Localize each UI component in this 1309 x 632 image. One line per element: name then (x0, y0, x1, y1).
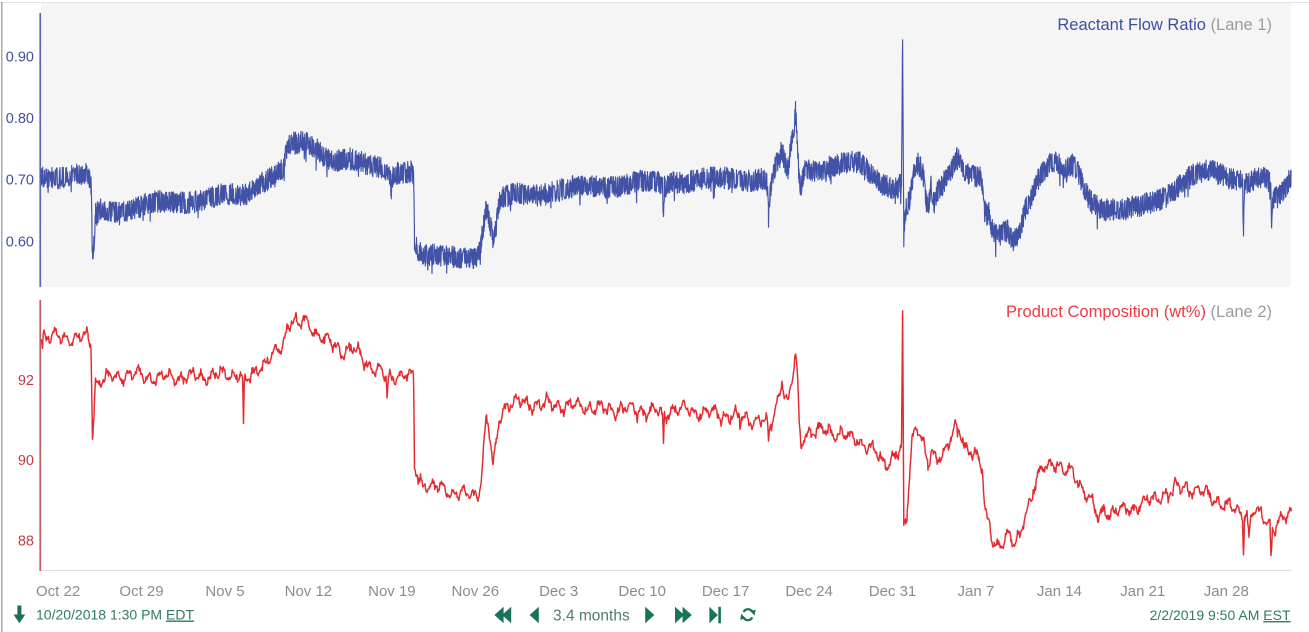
svg-text:Reactant Flow Ratio (Lane 1): Reactant Flow Ratio (Lane 1) (1057, 16, 1272, 34)
svg-text:Nov 12: Nov 12 (285, 583, 333, 600)
svg-text:Oct 22: Oct 22 (36, 583, 80, 600)
svg-text:Dec 3: Dec 3 (539, 583, 578, 600)
svg-text:Nov 19: Nov 19 (368, 583, 416, 600)
svg-text:2/2/2019 9:50 AM EST: 2/2/2019 9:50 AM EST (1150, 607, 1291, 623)
svg-text:Product Composition (wt%) (Lan: Product Composition (wt%) (Lane 2) (1006, 303, 1272, 321)
svg-text:Dec 17: Dec 17 (702, 583, 750, 600)
svg-text:Nov 26: Nov 26 (452, 583, 500, 600)
svg-text:0.80: 0.80 (6, 111, 34, 127)
svg-text:0.90: 0.90 (6, 50, 34, 66)
svg-text:Dec 31: Dec 31 (869, 583, 917, 600)
svg-text:0.60: 0.60 (6, 234, 34, 250)
svg-text:Dec 10: Dec 10 (618, 583, 666, 600)
svg-text:88: 88 (18, 533, 34, 549)
svg-text:Jan 28: Jan 28 (1204, 583, 1249, 600)
svg-text:Jan 7: Jan 7 (958, 583, 995, 600)
svg-text:92: 92 (18, 373, 34, 389)
svg-text:Dec 24: Dec 24 (785, 583, 833, 600)
svg-text:Jan 21: Jan 21 (1120, 583, 1165, 600)
svg-text:Jan 14: Jan 14 (1037, 583, 1082, 600)
svg-text:90: 90 (18, 453, 34, 469)
svg-text:Oct 29: Oct 29 (119, 583, 163, 600)
svg-text:10/20/2018 1:30 PM EDT: 10/20/2018 1:30 PM EDT (36, 607, 194, 623)
svg-text:Nov 5: Nov 5 (205, 583, 244, 600)
svg-text:3.4 months: 3.4 months (553, 608, 630, 625)
svg-text:0.70: 0.70 (6, 173, 34, 189)
